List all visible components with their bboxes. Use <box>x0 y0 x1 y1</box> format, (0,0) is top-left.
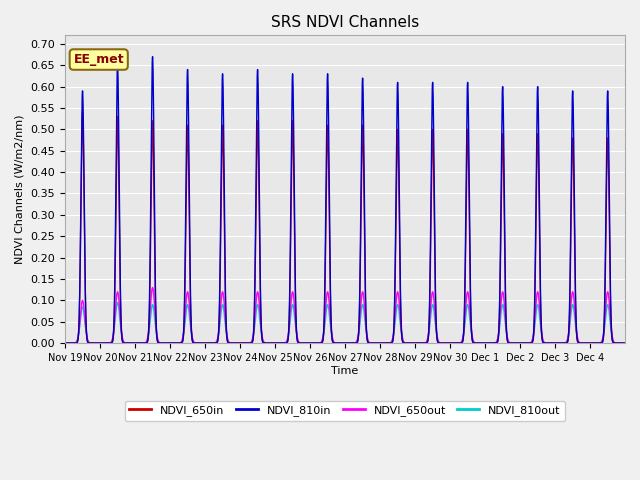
X-axis label: Time: Time <box>332 366 358 376</box>
NDVI_810out <box>176 340 184 346</box>
NDVI_810out <box>502 327 510 333</box>
NDVI_650in <box>586 340 594 346</box>
NDVI_650out <box>621 340 629 346</box>
NDVI_810in <box>615 340 623 346</box>
NDVI_650out <box>61 340 69 346</box>
NDVI_650out <box>536 304 543 310</box>
NDVI_810in <box>176 340 184 346</box>
Line: NDVI_650in: NDVI_650in <box>65 112 625 343</box>
NDVI_810out <box>621 340 629 346</box>
NDVI_810in <box>148 54 156 60</box>
NDVI_810out <box>536 313 543 319</box>
NDVI_650in <box>417 340 425 346</box>
NDVI_810out <box>615 340 623 346</box>
Line: NDVI_650out: NDVI_650out <box>65 288 625 343</box>
NDVI_650in <box>621 340 629 346</box>
NDVI_810in <box>417 340 425 346</box>
NDVI_810out <box>114 300 122 305</box>
NDVI_810out <box>467 321 474 326</box>
NDVI_650out <box>148 285 156 290</box>
NDVI_650in <box>536 241 543 247</box>
Y-axis label: NDVI Channels (W/m2/nm): NDVI Channels (W/m2/nm) <box>15 114 25 264</box>
NDVI_650in <box>61 340 69 346</box>
Text: EE_met: EE_met <box>74 53 124 66</box>
Line: NDVI_810out: NDVI_810out <box>65 302 625 343</box>
NDVI_650out <box>502 323 510 328</box>
NDVI_650out <box>467 314 474 320</box>
Title: SRS NDVI Channels: SRS NDVI Channels <box>271 15 419 30</box>
NDVI_650in <box>502 318 510 324</box>
NDVI_810in <box>536 219 543 225</box>
NDVI_650in <box>615 340 623 346</box>
NDVI_810in <box>621 340 629 346</box>
NDVI_650in <box>79 109 86 115</box>
Legend: NDVI_650in, NDVI_810in, NDVI_650out, NDVI_810out: NDVI_650in, NDVI_810in, NDVI_650out, NDV… <box>125 401 565 421</box>
NDVI_810out <box>61 340 69 346</box>
NDVI_650out <box>615 340 623 346</box>
NDVI_810out <box>417 340 425 346</box>
Line: NDVI_810in: NDVI_810in <box>65 57 625 343</box>
NDVI_810in <box>61 340 69 346</box>
NDVI_810in <box>467 275 474 281</box>
NDVI_810in <box>502 312 510 318</box>
NDVI_650in <box>176 340 184 346</box>
NDVI_650in <box>467 287 474 293</box>
NDVI_650out <box>176 340 184 346</box>
NDVI_650out <box>417 340 425 346</box>
